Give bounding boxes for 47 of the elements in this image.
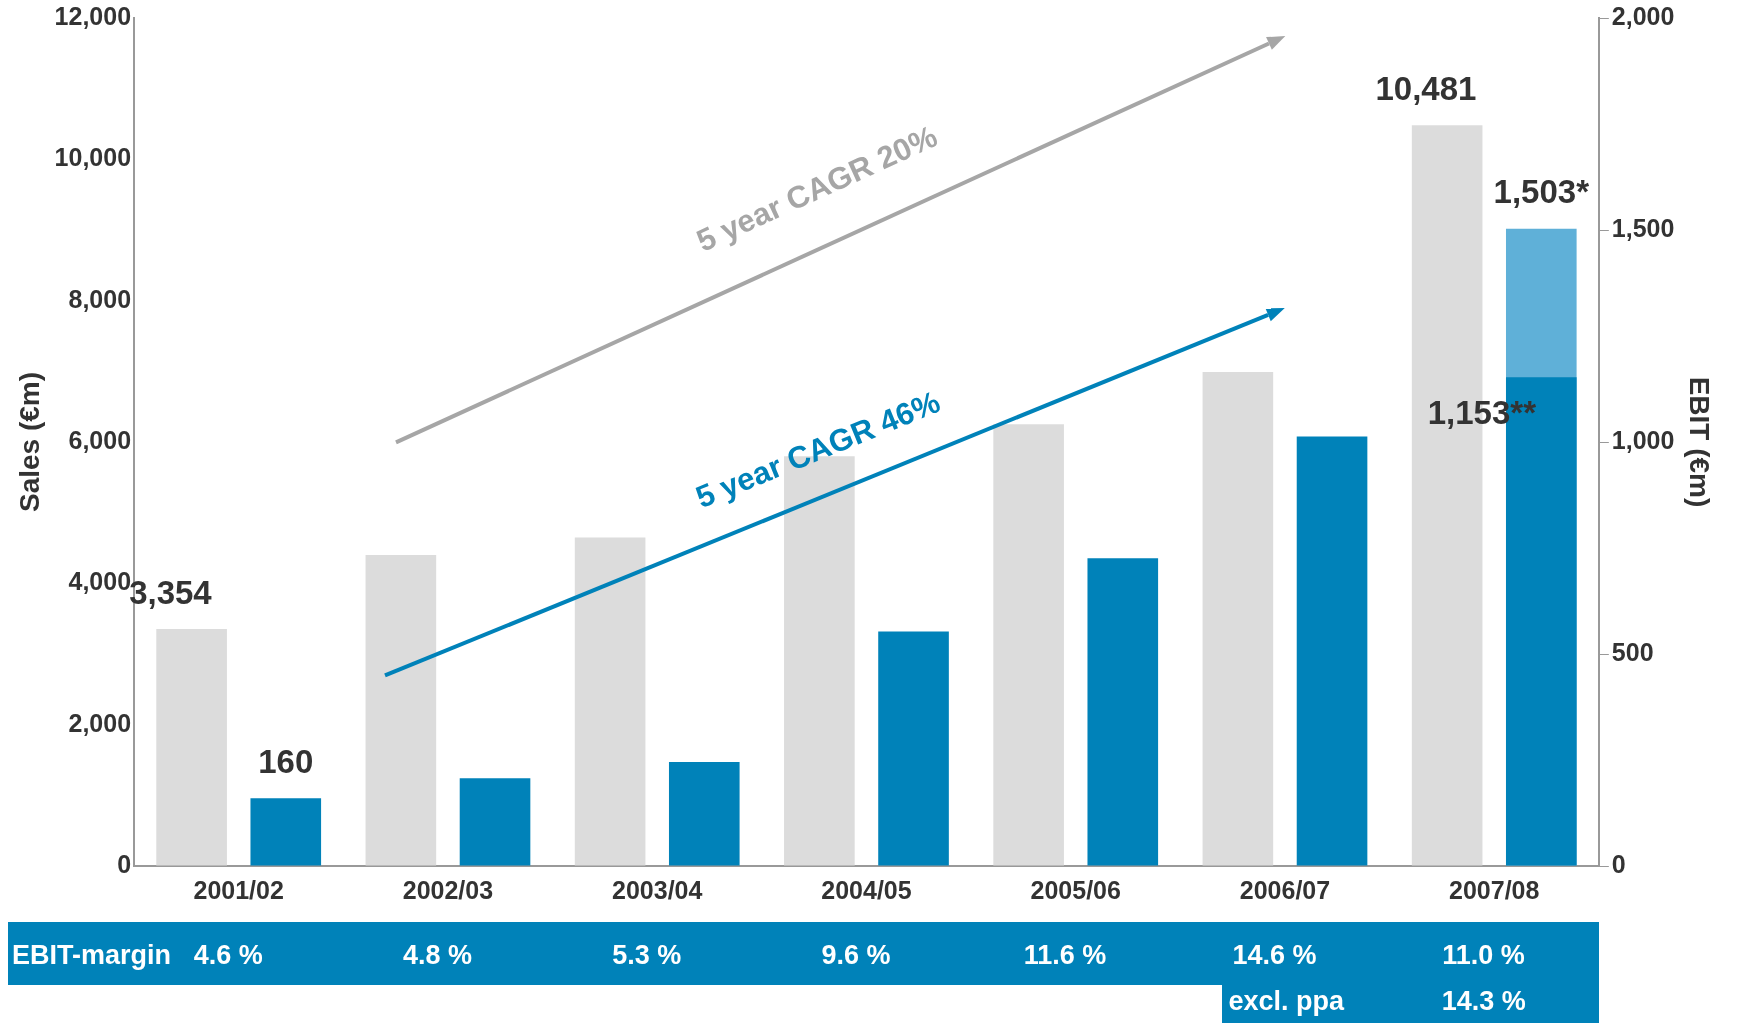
x-tick-label: 2003/04 [612,875,703,904]
text: 5.3 % [612,939,682,971]
bar [1202,372,1274,866]
bar [156,628,227,866]
y-tick-label: 2,000 [68,708,132,737]
x-tick-label: 2007/08 [1449,875,1540,904]
text: 11.6 % [1023,939,1107,971]
x-tick-label: 2005/06 [1030,875,1121,904]
bar [1087,558,1159,866]
x-tick-label: 2006/07 [1239,875,1331,904]
data-label: 160 [258,742,314,780]
bar [668,762,740,866]
text: 11.0 % [1442,939,1525,971]
text: 4.8 % [402,939,473,971]
y2-tick-label: 0 [1611,849,1626,878]
x-tick-label: 2004/05 [821,875,912,904]
bar [993,424,1064,866]
bar [250,798,322,866]
y-axis-title: Sales (€m) [13,371,45,513]
y2-axis-title: EBIT (€m) [1684,376,1716,508]
x-tick-label: 2001/02 [193,875,284,904]
y-tick-label: 6,000 [68,425,132,454]
data-label: 10,481 [1375,69,1477,107]
bar [574,537,646,866]
text: 4.6 % [193,939,263,971]
bar [878,631,949,866]
y2-tick-label: 500 [1611,637,1654,666]
x-tick-label: 2002/03 [402,875,494,904]
data-label: 3,354 [129,573,213,611]
annotation: 5 year CAGR 46% [690,383,946,516]
bar [365,555,437,866]
y2-tick-label: 1,500 [1611,213,1675,242]
data-label: 1,503* [1493,173,1590,211]
text: EBIT-margin [12,939,172,971]
text: 14.3 % [1441,985,1526,1017]
y-tick-label: 0 [117,849,132,878]
annotation: 5 year CAGR 20% [691,118,944,260]
text: 14.6 % [1232,939,1317,971]
text: 9.6 % [821,939,891,971]
y-tick-label: 10,000 [54,143,132,172]
bar [1296,436,1368,866]
y-tick-label: 8,000 [68,284,132,313]
y-tick-label: 12,000 [54,1,132,30]
bar [459,778,531,866]
y2-tick-label: 2,000 [1611,1,1675,30]
y2-tick-label: 1,000 [1611,425,1675,454]
text: excl. ppa [1228,985,1345,1017]
